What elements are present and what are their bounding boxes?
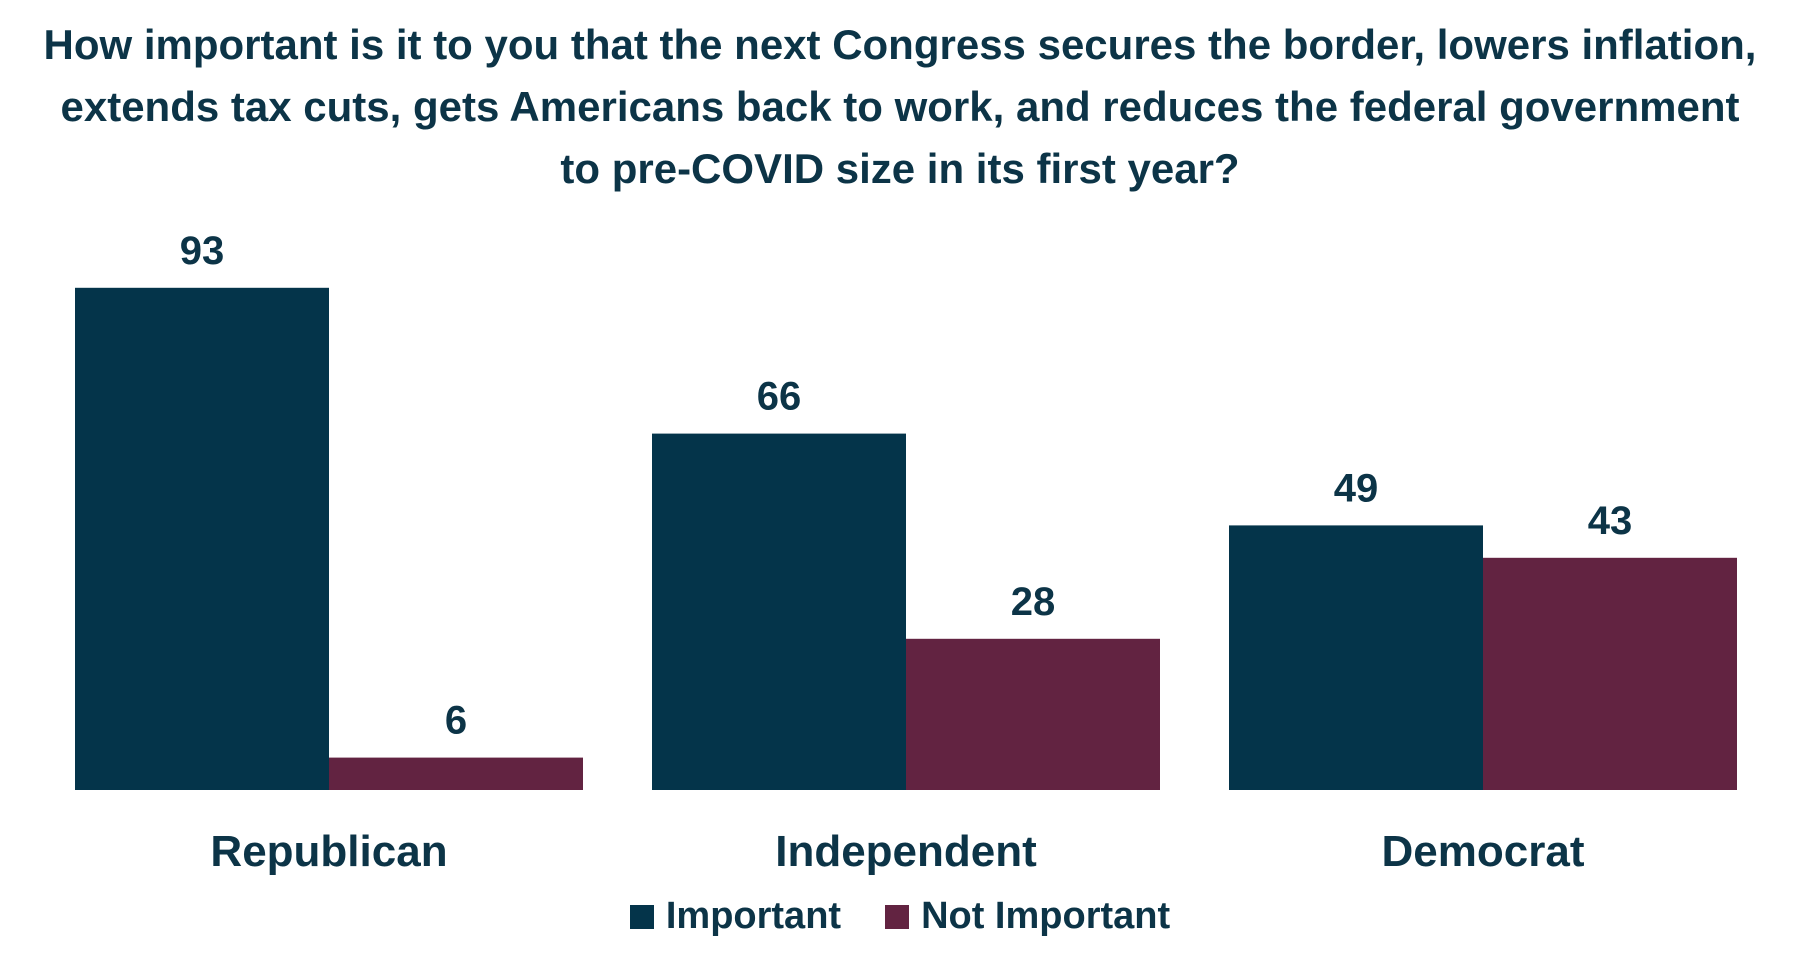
title-line-2: extends tax cuts, gets Americans back to… — [60, 83, 1740, 130]
category-label-independent: Independent — [775, 827, 1037, 876]
legend-swatch-important — [629, 904, 654, 929]
bar-independent-important — [652, 433, 906, 790]
legend-label-not-important: Not Important — [921, 895, 1171, 937]
bar-republican-important — [75, 287, 329, 790]
data-label-republican-important: 93 — [180, 229, 225, 273]
data-label-independent-important: 66 — [757, 375, 802, 419]
legend-item-important: Important — [629, 895, 842, 938]
data-label-independent-not-important: 28 — [1011, 580, 1056, 624]
legend-label-important: Important — [665, 895, 842, 937]
title-line-3: to pre-COVID size in its first year? — [560, 145, 1240, 192]
legend-swatch-not-important — [885, 904, 910, 929]
bar-democrat-important — [1229, 525, 1483, 790]
data-label-republican-not-important: 6 — [445, 699, 467, 743]
data-label-democrat-important: 49 — [1334, 466, 1379, 510]
chart-title: How important is it to you that the next… — [20, 14, 1780, 200]
bar-republican-not-important — [329, 757, 583, 790]
data-label-democrat-not-important: 43 — [1588, 499, 1633, 543]
category-label-republican: Republican — [210, 827, 447, 876]
category-label-democrat: Democrat — [1382, 827, 1585, 876]
title-line-1: How important is it to you that the next… — [43, 21, 1757, 68]
legend-item-not-important: Not Important — [885, 895, 1170, 938]
legend: Important Not Important — [0, 895, 1800, 938]
bar-independent-not-important — [906, 638, 1160, 790]
bar-democrat-not-important — [1483, 557, 1737, 790]
